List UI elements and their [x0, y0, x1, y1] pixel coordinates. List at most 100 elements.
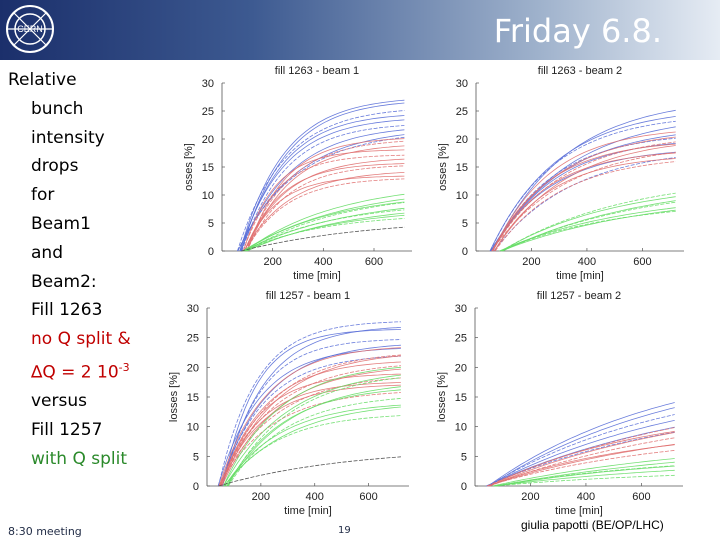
series-line-blue — [237, 110, 405, 252]
left-text-line: intensity — [8, 124, 168, 153]
left-text-line: Fill 1257 — [8, 416, 168, 445]
series-line-blue — [486, 426, 675, 487]
series-line-red — [244, 163, 405, 252]
series-line-blue — [489, 116, 676, 252]
footer-meeting: 8:30 meeting — [8, 525, 82, 538]
series-line-red — [218, 377, 401, 487]
y-axis-label: losses [%] — [436, 372, 448, 422]
series-line-red — [242, 154, 405, 252]
series-line-red — [243, 158, 405, 252]
left-text-line-text: for — [31, 185, 55, 206]
series-line-green — [496, 461, 675, 487]
series-line-blue — [487, 420, 675, 487]
x-tick-label: 400 — [577, 491, 595, 503]
series-line-red — [246, 138, 405, 252]
series-line-green — [501, 196, 676, 252]
left-text-block: Relative bunch intensity drops for Beam1 and Be… — [8, 66, 168, 474]
x-tick-label: 200 — [263, 256, 281, 268]
series-line-red — [243, 149, 405, 252]
y-tick-label: 20 — [456, 134, 468, 146]
left-text-superscript: -3 — [118, 360, 130, 374]
series-line-red — [494, 158, 676, 252]
series-line-green — [492, 458, 675, 487]
series-line-green — [496, 465, 675, 487]
left-text-line: with Q split — [8, 445, 168, 474]
series-line-blue — [222, 329, 401, 487]
x-tick-label: 200 — [252, 491, 270, 503]
y-tick-label: 20 — [202, 134, 214, 146]
left-text-line: Beam1 — [8, 210, 168, 239]
series-line-blue — [219, 355, 401, 487]
y-tick-label: 25 — [456, 106, 468, 118]
left-text-line-text: Fill 1257 — [31, 420, 103, 441]
left-text-line: for — [8, 181, 168, 210]
series-line-red — [489, 430, 675, 487]
left-text-line-text: no Q split & — [31, 329, 131, 350]
series-line-red — [245, 140, 405, 252]
series-line-green — [502, 200, 676, 252]
series-line-blue — [222, 339, 401, 487]
left-text-line-text: intensity — [31, 127, 105, 148]
series-line-blue — [241, 102, 405, 252]
y-tick-label: 25 — [187, 333, 199, 345]
y-tick-label: 10 — [455, 422, 467, 434]
y-tick-label: 15 — [202, 162, 214, 174]
chart-3: fill 1257 - beam 1 0 5 10 15 20 25 30 200 400 600 t… — [168, 290, 409, 517]
series-line-dark — [241, 226, 405, 252]
series-line-red — [494, 145, 676, 252]
series-line-green — [242, 198, 405, 252]
series-line-red — [246, 145, 405, 252]
series-line-red — [219, 382, 401, 487]
footer-author: giulia papotti (BE/OP/LHC) — [521, 518, 664, 532]
chart-title: fill 1263 - beam 1 — [275, 65, 359, 77]
x-tick-label: 600 — [359, 491, 377, 503]
y-tick-label: 5 — [208, 218, 214, 230]
chart-2: fill 1263 - beam 2 0 5 10 15 20 25 30 200 400 600 t… — [437, 65, 684, 282]
left-text-line: Relative — [8, 66, 168, 95]
series-line-red — [494, 161, 676, 252]
series-line-green — [245, 214, 405, 252]
y-tick-label: 5 — [461, 451, 467, 463]
series-line-red — [487, 427, 675, 487]
series-line-red — [489, 437, 675, 487]
left-text-line: Fill 1263 — [8, 296, 168, 325]
y-tick-label: 0 — [461, 481, 467, 493]
series-line-green — [227, 398, 401, 487]
series-line-green — [242, 218, 405, 252]
y-tick-label: 10 — [187, 422, 199, 434]
series-line-green — [493, 469, 675, 487]
y-tick-label: 30 — [187, 303, 199, 315]
series-line-green — [500, 211, 676, 252]
series-line-red — [220, 354, 401, 487]
y-tick-label: 30 — [456, 78, 468, 90]
x-tick-label: 600 — [365, 256, 383, 268]
series-line-red — [243, 172, 405, 252]
y-tick-label: 15 — [187, 392, 199, 404]
series-line-red — [492, 131, 676, 252]
series-line-green — [246, 212, 405, 252]
y-axis-label: osses [%] — [437, 143, 449, 191]
series-line-green — [223, 374, 401, 487]
series-line-red — [488, 443, 675, 487]
left-text-line-text: versus — [31, 391, 87, 412]
series-line-blue — [487, 414, 675, 487]
series-line-red — [218, 392, 401, 487]
y-tick-label: 0 — [462, 246, 468, 258]
left-text-line: no Q split & — [8, 325, 168, 354]
chart-title: fill 1263 - beam 2 — [538, 65, 622, 77]
x-tick-label: 400 — [314, 256, 332, 268]
series-line-green — [246, 202, 405, 252]
cern-logo-text: CERN — [17, 24, 43, 34]
series-line-green — [245, 193, 405, 252]
x-axis-label: time [min] — [555, 505, 603, 517]
y-tick-label: 0 — [208, 246, 214, 258]
series-line-blue — [221, 327, 401, 487]
left-text-line-text: Beam1 — [31, 213, 91, 234]
series-line-red — [243, 175, 405, 252]
x-tick-label: 600 — [632, 491, 650, 503]
series-line-dark — [218, 456, 401, 487]
x-axis-label: time [min] — [284, 505, 332, 517]
y-tick-label: 25 — [202, 106, 214, 118]
left-text-line: ∆Q = 2 10-3 — [8, 354, 168, 387]
x-tick-label: 400 — [578, 256, 596, 268]
